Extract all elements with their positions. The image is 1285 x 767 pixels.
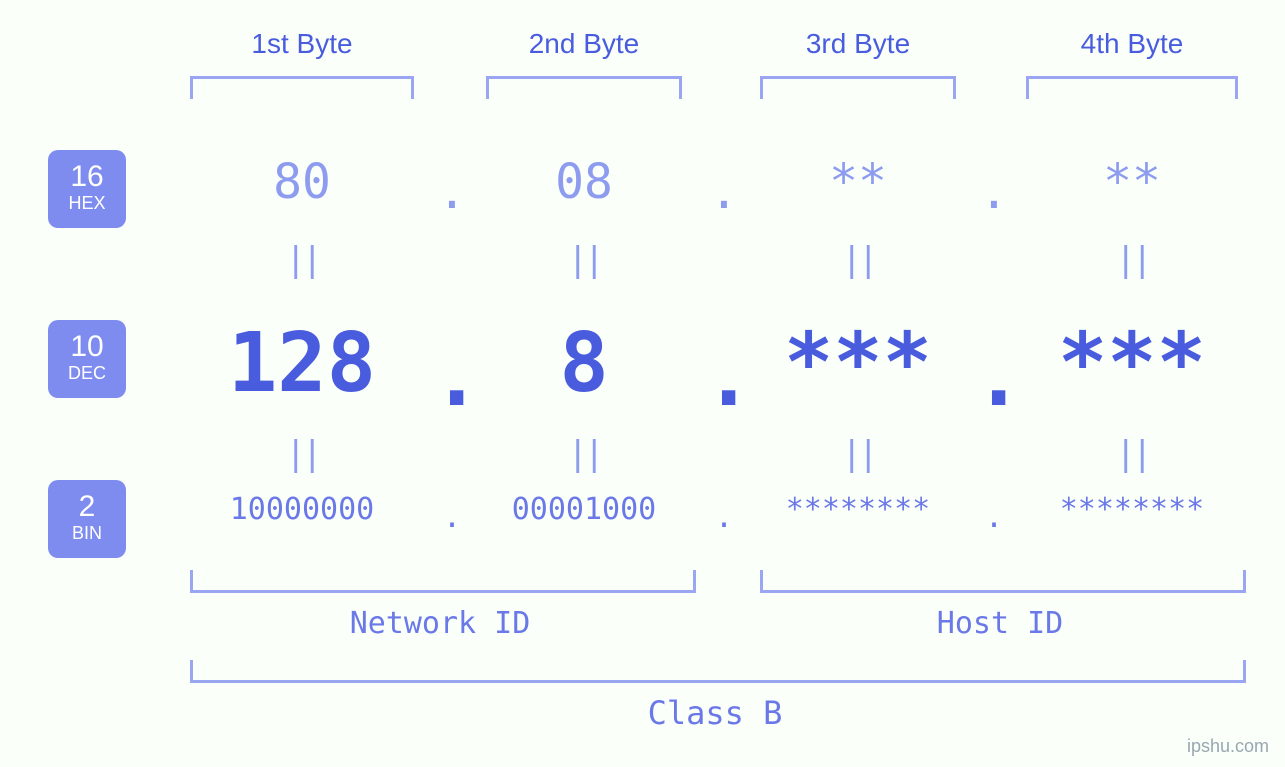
base-label-bin: BIN [72, 522, 102, 545]
base-label-dec: DEC [68, 362, 106, 385]
class-bracket [190, 660, 1246, 683]
bin-byte-1: 10000000 [184, 492, 420, 527]
base-number-bin: 2 [79, 492, 96, 522]
base-number-dec: 10 [70, 332, 103, 362]
equals-icon: || [480, 434, 688, 474]
dot-separator: . [432, 500, 472, 535]
hex-byte-4: ** [1020, 154, 1244, 210]
byte-column-4: 4th Byte ** || *** || ******** [1020, 0, 1244, 767]
host-id-label: Host ID [760, 606, 1240, 641]
dot-separator: . [704, 316, 744, 411]
equals-icon: || [1020, 434, 1244, 474]
byte-bracket-1 [190, 76, 414, 99]
network-id-bracket [190, 570, 696, 593]
dot-separator: . [704, 500, 744, 535]
hex-byte-3: ** [754, 154, 962, 210]
columns: 1st Byte 80 || 128 || 10000000 2nd Byte … [184, 0, 1243, 767]
dot-separator: . [704, 154, 744, 210]
dec-byte-2: 8 [480, 316, 688, 411]
byte-bracket-4 [1026, 76, 1238, 99]
watermark: ipshu.com [1187, 736, 1269, 757]
dec-byte-4: *** [1020, 316, 1244, 411]
hex-byte-1: 80 [184, 154, 420, 210]
byte-column-3: 3rd Byte ** || *** || ******** [754, 0, 962, 767]
byte-bracket-3 [760, 76, 956, 99]
dot-separator: . [432, 316, 472, 411]
dot-separator: . [432, 154, 472, 210]
byte-column-1: 1st Byte 80 || 128 || 10000000 [184, 0, 420, 767]
base-badge-dec: 10 DEC [48, 320, 126, 398]
dot-separator: . [974, 500, 1014, 535]
bin-byte-2: 00001000 [480, 492, 688, 527]
base-number-hex: 16 [70, 162, 103, 192]
dot-separator: . [974, 316, 1014, 411]
host-id-bracket [760, 570, 1246, 593]
byte-header-3: 3rd Byte [754, 28, 962, 60]
equals-icon: || [754, 240, 962, 280]
byte-bracket-2 [486, 76, 682, 99]
equals-icon: || [480, 240, 688, 280]
network-id-label: Network ID [190, 606, 690, 641]
byte-header-1: 1st Byte [184, 28, 420, 60]
byte-column-2: 2nd Byte 08 || 8 || 00001000 [480, 0, 688, 767]
dec-byte-3: *** [754, 316, 962, 411]
byte-header-4: 4th Byte [1020, 28, 1244, 60]
equals-icon: || [754, 434, 962, 474]
base-badge-bin: 2 BIN [48, 480, 126, 558]
hex-byte-2: 08 [480, 154, 688, 210]
byte-header-2: 2nd Byte [480, 28, 688, 60]
bin-byte-4: ******** [1020, 492, 1244, 527]
equals-icon: || [184, 434, 420, 474]
bin-byte-3: ******** [754, 492, 962, 527]
ip-address-diagram: 16 HEX 10 DEC 2 BIN 1st Byte 80 || 128 |… [0, 0, 1285, 767]
dec-byte-1: 128 [184, 316, 420, 411]
class-label: Class B [190, 694, 1240, 732]
base-label-hex: HEX [68, 192, 105, 215]
equals-icon: || [184, 240, 420, 280]
dot-separator: . [974, 154, 1014, 210]
base-badge-hex: 16 HEX [48, 150, 126, 228]
equals-icon: || [1020, 240, 1244, 280]
